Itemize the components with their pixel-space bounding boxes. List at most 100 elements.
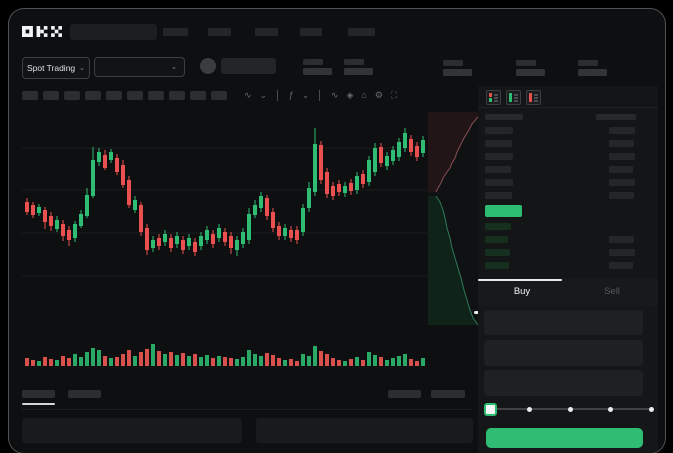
bottom-tab-active-underline — [22, 403, 55, 405]
timeframe-button[interactable] — [169, 91, 185, 100]
ask-amount — [609, 140, 634, 147]
timeframe-button[interactable] — [22, 91, 38, 100]
icon-detail — [494, 97, 498, 99]
active-tab-indicator — [478, 279, 562, 281]
timeframe-button[interactable] — [64, 91, 80, 100]
stat-label-placeholder — [344, 59, 364, 65]
icon-detail — [494, 100, 498, 102]
tab-buy[interactable]: Buy — [478, 286, 566, 297]
ask-row[interactable] — [485, 127, 513, 134]
bottom-panel-placeholder — [256, 418, 473, 443]
app-window: Spot Trading ⌄ ⌄ ∿ ⌄ │ ƒ ⌄ │ ∿ ◈ ⌂ ⚙ ⛶ — [8, 8, 666, 453]
chart-tool-icon[interactable]: ⚙ — [374, 90, 383, 100]
chart-tool-icon[interactable]: ⌄ — [301, 90, 310, 100]
ticker-placeholder[interactable] — [221, 58, 276, 74]
nav-item-placeholder[interactable] — [255, 28, 278, 36]
timeframe-button[interactable] — [148, 91, 164, 100]
coin-avatar — [200, 58, 216, 74]
order-input-placeholder[interactable] — [484, 340, 643, 366]
nav-item-placeholder[interactable] — [300, 28, 322, 36]
okx-logo[interactable] — [22, 25, 62, 38]
bottom-panel-placeholder — [22, 418, 242, 443]
chart-tool-icon[interactable]: ⌂ — [361, 90, 367, 100]
chart-tool-icon[interactable]: ƒ — [288, 90, 294, 100]
market-stat — [516, 60, 546, 76]
timeframe-button[interactable] — [190, 91, 206, 100]
ask-amount — [609, 166, 633, 173]
bid-row[interactable] — [485, 249, 510, 256]
market-type-label: Spot Trading — [26, 63, 76, 73]
icon-detail — [514, 100, 518, 102]
buy-submit-button[interactable] — [486, 428, 643, 448]
bottom-tab-placeholder[interactable] — [68, 390, 101, 398]
chevron-down-icon: ⌄ — [171, 63, 177, 71]
tab-sell[interactable]: Sell — [568, 286, 656, 297]
icon-detail — [509, 93, 512, 102]
stat-value-placeholder — [578, 69, 607, 76]
header-search-placeholder[interactable] — [70, 24, 157, 40]
divider — [478, 107, 658, 108]
icon-detail — [514, 94, 518, 96]
stat-value-placeholder — [516, 69, 545, 76]
stat-label-placeholder — [303, 59, 323, 65]
ask-amount — [609, 179, 635, 186]
stat-label-placeholder — [516, 60, 536, 66]
market-stat — [303, 59, 333, 75]
stat-value-placeholder — [303, 68, 332, 75]
pair-dropdown[interactable]: ⌄ — [94, 57, 185, 77]
slider-stop-dot[interactable] — [648, 406, 654, 412]
chart-tool-icon[interactable]: ∿ — [244, 90, 252, 100]
nav-item-placeholder[interactable] — [208, 28, 231, 36]
timeframe-button[interactable] — [43, 91, 59, 100]
bids-only-icon[interactable] — [506, 90, 521, 105]
ask-row[interactable] — [485, 166, 511, 173]
order-input-placeholder[interactable] — [484, 310, 643, 335]
bottom-action-placeholder[interactable] — [388, 390, 421, 398]
timeframe-button[interactable] — [211, 91, 227, 100]
asks-only-icon[interactable] — [526, 90, 541, 105]
nav-item-placeholder[interactable] — [163, 28, 188, 36]
bid-row[interactable] — [485, 223, 511, 230]
app-content: Spot Trading ⌄ ⌄ ∿ ⌄ │ ƒ ⌄ │ ∿ ◈ ⌂ ⚙ ⛶ — [8, 8, 666, 453]
bottom-tab-placeholder[interactable] — [22, 390, 55, 398]
combined-book-icon[interactable] — [486, 90, 501, 105]
chevron-down-icon: ⌄ — [79, 64, 86, 72]
ask-row[interactable] — [485, 153, 513, 160]
toolbar-divider: │ — [317, 90, 323, 100]
market-stat — [443, 60, 473, 76]
chart-tool-icon[interactable]: ⌄ — [259, 90, 268, 100]
nav-item-placeholder[interactable] — [348, 28, 375, 36]
bottom-action-placeholder[interactable] — [431, 390, 465, 398]
ask-amount — [609, 153, 635, 160]
slider-stop-dot[interactable] — [527, 406, 532, 412]
chart-tool-icon[interactable]: ∿ — [330, 90, 339, 100]
orderbook-header-amount — [596, 114, 636, 120]
icon-detail — [534, 100, 538, 102]
bid-amount — [609, 249, 635, 256]
ask-row[interactable] — [485, 179, 513, 186]
ask-amount — [609, 192, 634, 199]
icon-detail — [534, 97, 538, 99]
price-chart-canvas[interactable] — [8, 8, 666, 453]
slider-stop-dot[interactable] — [608, 406, 613, 412]
timeframe-button[interactable] — [106, 91, 122, 100]
amount-slider-handle[interactable] — [484, 403, 497, 416]
timeframe-button[interactable] — [127, 91, 143, 100]
ask-row[interactable] — [485, 140, 512, 147]
ask-row[interactable] — [485, 192, 512, 199]
market-type-selector[interactable]: Spot Trading ⌄ — [22, 57, 90, 79]
last-price-bar[interactable] — [485, 205, 522, 217]
chart-tool-icon[interactable]: ⛶ — [390, 90, 398, 100]
chart-tool-icon[interactable]: ◈ — [346, 90, 354, 100]
market-stat — [344, 59, 374, 75]
bid-row[interactable] — [485, 236, 508, 243]
bid-row[interactable] — [485, 262, 509, 269]
market-stat — [578, 60, 608, 76]
orderbook-view-toggles — [486, 90, 541, 105]
tab-sell-label: Sell — [604, 286, 620, 297]
timeframe-button[interactable] — [85, 91, 101, 100]
slider-stop-dot[interactable] — [567, 406, 573, 412]
order-input-placeholder[interactable] — [484, 370, 643, 396]
trade-tab-bar — [478, 279, 658, 306]
